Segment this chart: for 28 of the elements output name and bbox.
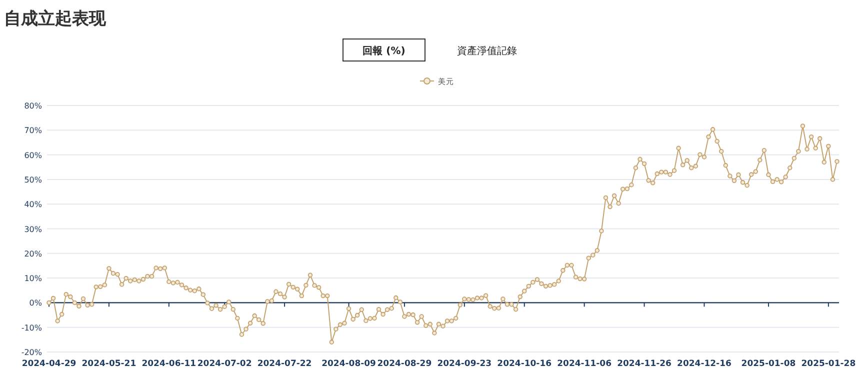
y-tick-label: -10%: [21, 323, 42, 332]
y-tick-label: 0%: [29, 298, 42, 308]
x-tick-label: 2024-09-23: [437, 359, 492, 369]
x-tick-label: 2024-11-06: [557, 359, 612, 369]
y-tick-label: 20%: [24, 249, 42, 258]
y-tick-label: 30%: [24, 224, 42, 234]
text: 回報 (%): [362, 45, 406, 57]
x-tick-label: 2025-01-28: [801, 359, 856, 369]
x-tick-label: 2024-12-16: [677, 359, 732, 369]
y-tick-label: 50%: [24, 175, 42, 184]
y-tick-label: 70%: [24, 126, 42, 136]
text: 資產淨值記錄: [457, 45, 517, 57]
chart-title: 自成立起表现: [4, 9, 107, 29]
y-tick-label: 40%: [24, 200, 42, 210]
x-tick-label: 2024-07-02: [197, 359, 252, 369]
x-tick-label: 2024-05-21: [82, 359, 136, 369]
x-tick-label: 2024-08-29: [377, 359, 432, 369]
y-tick-label: 60%: [24, 150, 42, 160]
x-tick-label: 2024-07-22: [257, 359, 312, 369]
x-tick-label: 2024-11-26: [617, 359, 672, 369]
y-tick-label: 80%: [24, 102, 42, 110]
x-tick-label: 2024-10-16: [497, 359, 552, 369]
x-tick-label: 2024-04-29: [22, 359, 76, 369]
x-tick-label: 2025-01-08: [741, 359, 796, 369]
y-tick-label: -20%: [21, 348, 42, 357]
x-tick-label: 2024-06-11: [142, 359, 196, 369]
y-tick-label: 10%: [24, 274, 42, 284]
x-tick-label: 2024-08-09: [322, 359, 376, 369]
